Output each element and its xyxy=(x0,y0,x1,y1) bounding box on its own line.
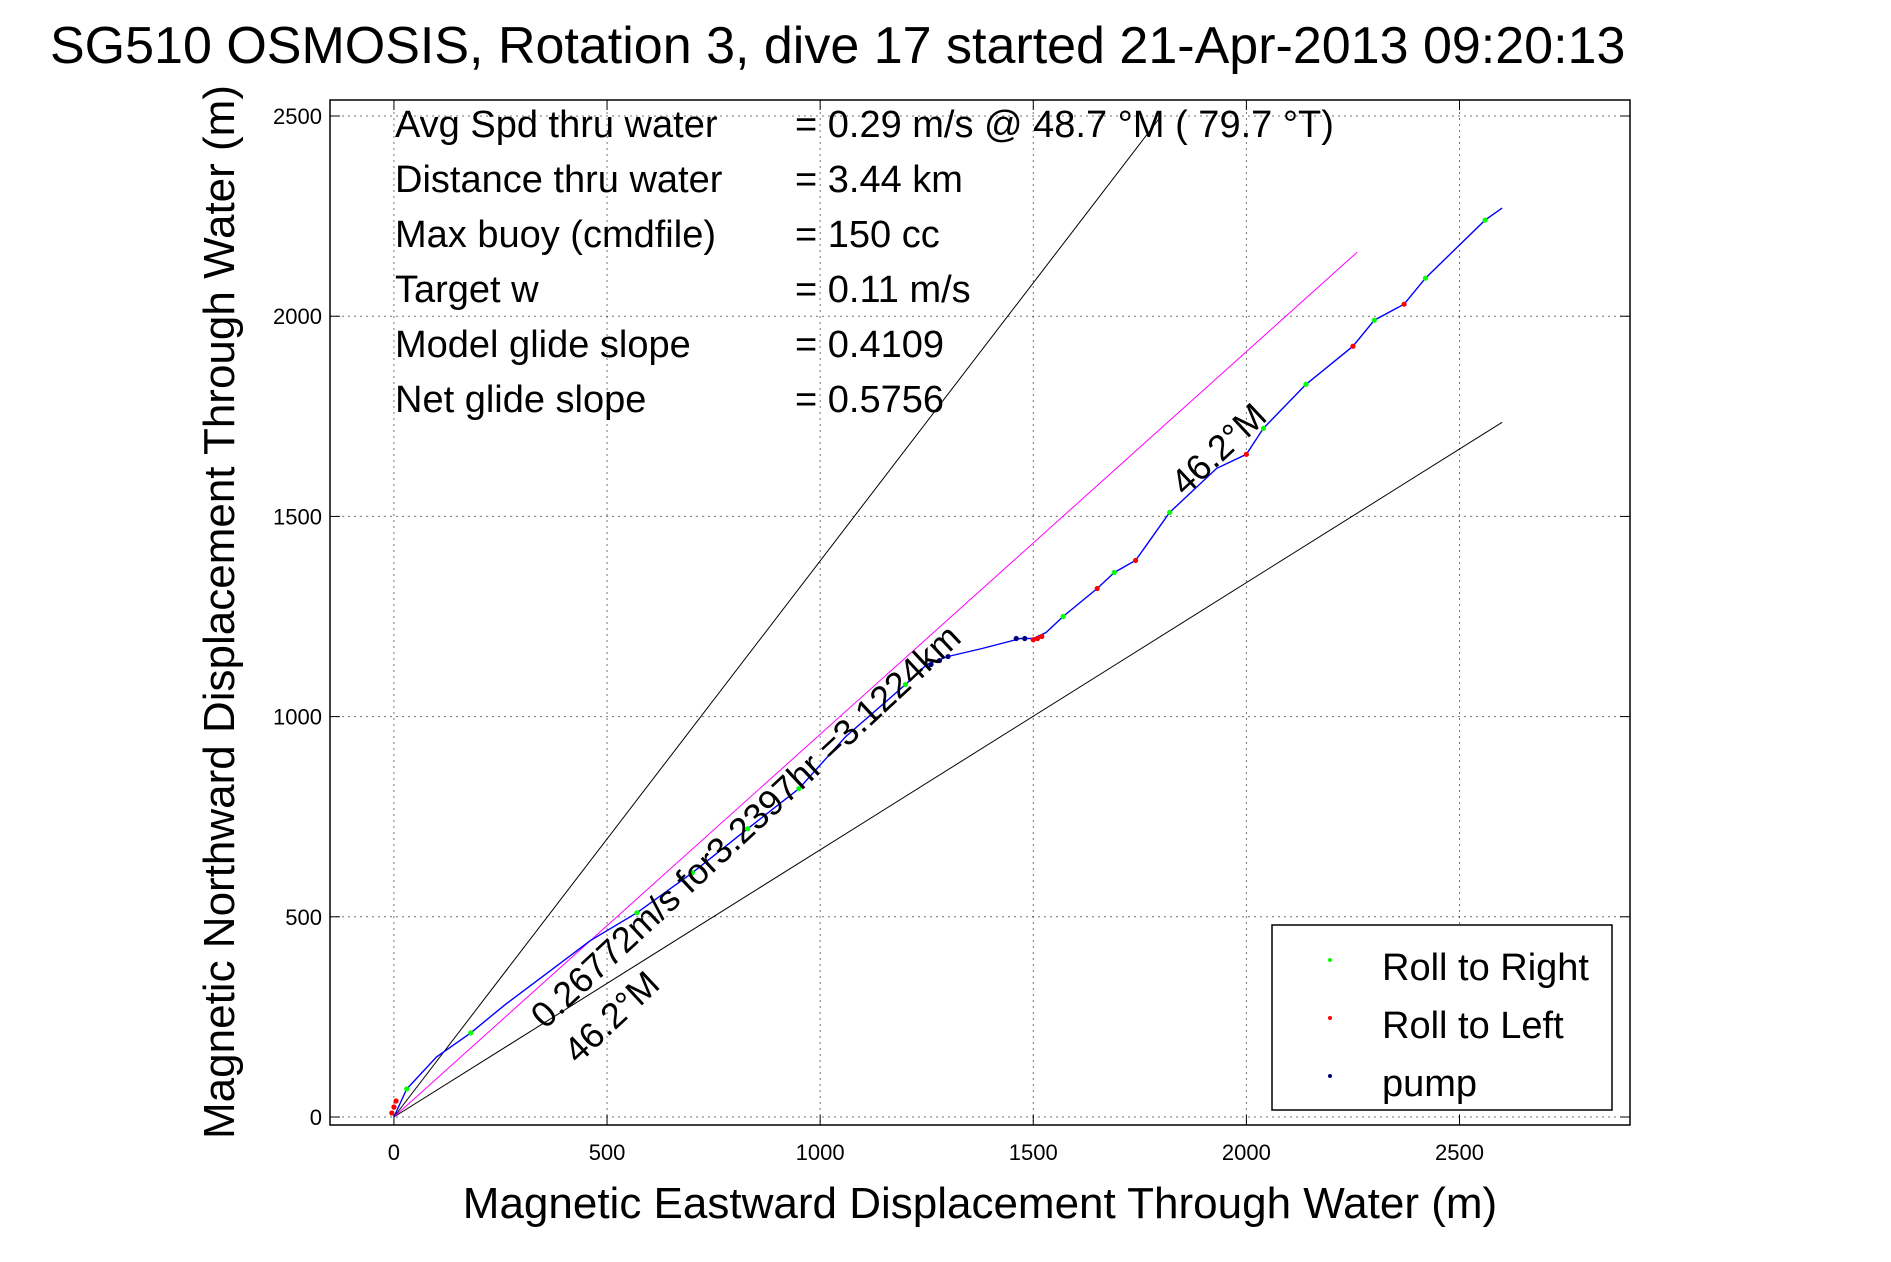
marker-point xyxy=(1401,301,1407,307)
y-tick-label: 1000 xyxy=(273,705,322,730)
x-axis-label: Magnetic Eastward Displacement Through W… xyxy=(463,1179,1497,1228)
marker-point xyxy=(1350,343,1356,349)
chart-title: SG510 OSMOSIS, Rotation 3, dive 17 start… xyxy=(50,17,1625,75)
marker-point xyxy=(1094,585,1100,592)
marker-point xyxy=(1422,275,1429,281)
grid xyxy=(330,100,1630,1125)
legend-label-roll-left: Roll to Left xyxy=(1382,1005,1564,1047)
marker-point xyxy=(404,1086,410,1092)
stat-value: = 150 cc xyxy=(795,214,940,256)
markers xyxy=(389,217,1488,1116)
marker-point xyxy=(1111,569,1117,576)
y-tick-label: 500 xyxy=(285,905,322,930)
legend-label-roll-right: Roll to Right xyxy=(1382,947,1589,989)
reference-line xyxy=(393,251,1358,1118)
marker-point xyxy=(391,1104,397,1110)
marker-point xyxy=(745,826,751,832)
marker-point xyxy=(936,657,943,664)
marker-point xyxy=(1371,317,1377,323)
x-tick-label: 2000 xyxy=(1222,1140,1271,1165)
plot-frame xyxy=(329,99,1631,1126)
marker-point xyxy=(393,1098,399,1104)
marker-point xyxy=(1060,613,1066,620)
stat-label: Avg Spd thru water xyxy=(395,104,718,146)
stat-value: = 0.11 m/s xyxy=(795,269,971,311)
stat-label: Net glide slope xyxy=(395,379,646,421)
stat-value: = 0.4109 xyxy=(795,324,944,366)
legend: Roll to Right Roll to Left pump xyxy=(1271,924,1613,1111)
stat-label: Distance thru water xyxy=(395,159,723,201)
reference-lines xyxy=(393,115,1503,1118)
x-ticks: 0 500 1000 1500 2000 2500 xyxy=(388,100,1484,1165)
legend-swatch-pump xyxy=(1328,1074,1332,1078)
legend-swatch-roll-right xyxy=(1328,958,1332,962)
stat-value: = 3.44 km xyxy=(795,159,963,201)
marker-point xyxy=(689,870,695,876)
marker-point xyxy=(796,786,802,792)
marker-point xyxy=(634,910,640,916)
marker-point xyxy=(1482,217,1488,223)
y-axis-label: Magnetic Northward Displacement Through … xyxy=(195,85,244,1139)
marker-point xyxy=(1167,509,1173,516)
x-tick-label: 500 xyxy=(589,1140,626,1165)
legend-label-pump: pump xyxy=(1382,1063,1477,1105)
marker-point xyxy=(902,681,909,688)
stat-value: = 0.5756 xyxy=(795,379,944,421)
stat-value: = 0.29 m/s @ 48.7 °M ( 79.7 °T) xyxy=(795,104,1334,146)
x-tick-label: 2500 xyxy=(1435,1140,1484,1165)
marker-point xyxy=(1243,451,1249,457)
reference-line xyxy=(393,421,1503,1118)
legend-swatch-roll-left xyxy=(1328,1016,1332,1020)
stat-label: Target w xyxy=(395,269,539,311)
marker-point xyxy=(1034,635,1041,642)
marker-point xyxy=(1132,557,1139,564)
x-tick-label: 0 xyxy=(388,1140,400,1165)
y-tick-label: 0 xyxy=(310,1105,322,1130)
y-ticks: 0 500 1000 1500 2000 2500 xyxy=(273,104,1630,1130)
marker-point xyxy=(928,661,934,668)
marker-point xyxy=(1022,635,1028,642)
reference-line xyxy=(393,115,1162,1118)
stats-block: Avg Spd thru water = 0.29 m/s @ 48.7 °M … xyxy=(395,104,1334,421)
marker-point xyxy=(1030,637,1036,643)
marker-point xyxy=(945,653,951,660)
marker-point xyxy=(1039,633,1045,640)
y-tick-label: 1500 xyxy=(273,504,322,529)
marker-point xyxy=(1260,425,1267,431)
marker-point xyxy=(468,1030,474,1036)
stat-label: Max buoy (cmdfile) xyxy=(395,214,716,256)
x-tick-label: 1000 xyxy=(796,1140,845,1165)
marker-point xyxy=(389,1110,395,1116)
marker-point xyxy=(1013,635,1019,642)
y-tick-label: 2500 xyxy=(273,104,322,129)
x-tick-label: 1500 xyxy=(1009,1140,1058,1165)
marker-point xyxy=(1303,381,1309,387)
y-tick-label: 2000 xyxy=(273,304,322,329)
stat-label: Model glide slope xyxy=(395,324,691,366)
